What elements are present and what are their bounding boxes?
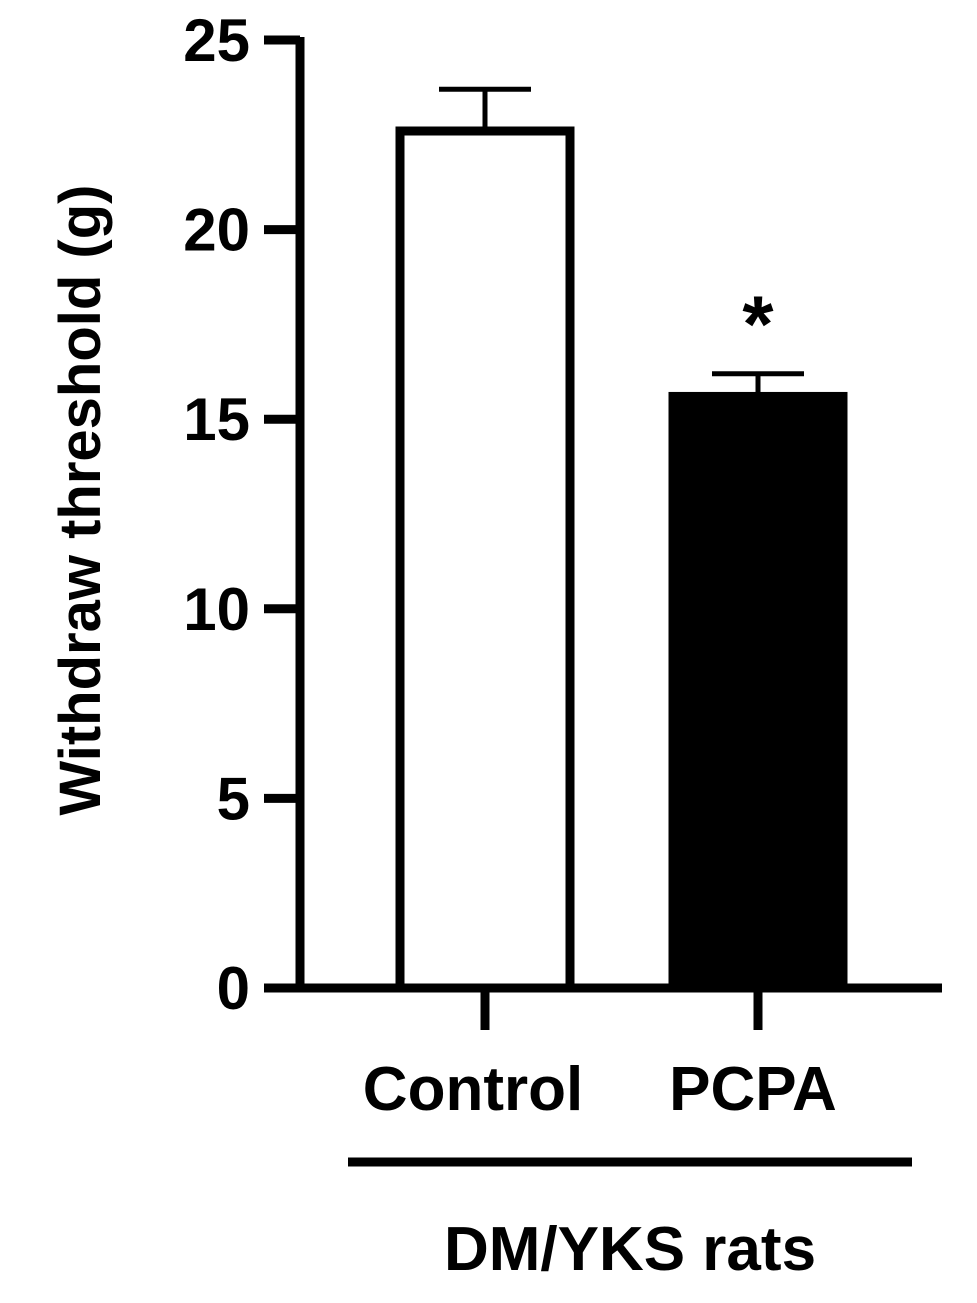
y-tick-label: 5 <box>217 765 250 832</box>
y-tick-label: 10 <box>183 576 250 643</box>
group-label: DM/YKS rats <box>444 1215 816 1284</box>
y-tick-label: 15 <box>183 386 250 453</box>
significance-marker: * <box>742 280 774 369</box>
category-labels: Control PCPA <box>363 1055 837 1124</box>
x-axis <box>296 983 942 1030</box>
y-tick-label: 0 <box>217 955 250 1022</box>
y-axis-label: Withdraw threshold (g) <box>48 185 113 816</box>
category-label-control: Control <box>363 1055 583 1124</box>
bar-pcpa <box>668 391 848 993</box>
bars: * <box>395 86 848 993</box>
bar-control <box>395 126 575 993</box>
y-tick-label: 25 <box>183 7 250 74</box>
category-label-pcpa: PCPA <box>669 1055 837 1124</box>
y-axis: 0 5 10 15 20 25 <box>183 7 305 1022</box>
y-tick-label: 20 <box>183 197 250 264</box>
